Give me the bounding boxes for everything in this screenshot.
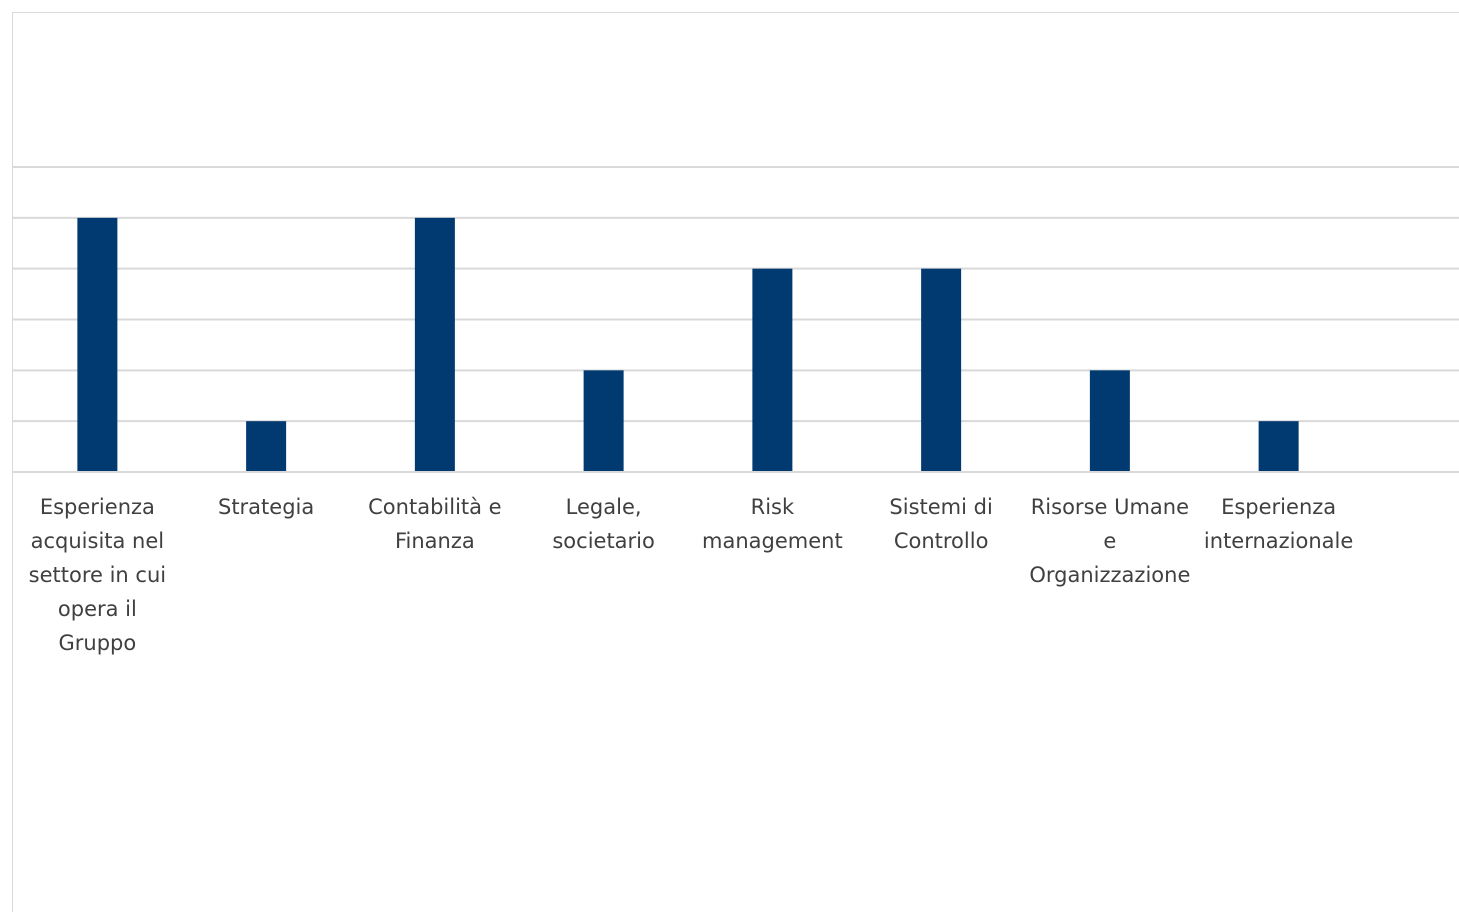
category-label: Esperienza internazionale (1203, 495, 1354, 553)
bars (77, 217, 1299, 472)
bar-4 (583, 370, 624, 472)
bar-chart (13, 166, 1459, 473)
category-label: Risk management (702, 495, 843, 553)
category-label: Esperienza acquisita nel settore in cui … (28, 495, 167, 655)
chart-frame (12, 12, 1459, 912)
bar-5 (752, 268, 793, 472)
category-label: Contabilità e Finanza (368, 495, 502, 553)
bar-1 (77, 217, 118, 472)
bar-7 (1089, 370, 1130, 472)
bar-8 (1258, 421, 1299, 472)
category-label: Risorse Umane e Organizzazione (1029, 495, 1191, 587)
category-label: Strategia (217, 495, 315, 519)
category-label: Legale, societario (552, 495, 655, 553)
bar-2 (246, 421, 287, 472)
bar-3 (414, 217, 455, 472)
gridlines (13, 166, 1459, 423)
bar-6 (921, 268, 962, 472)
category-label: Sistemi di Controllo (889, 495, 993, 553)
